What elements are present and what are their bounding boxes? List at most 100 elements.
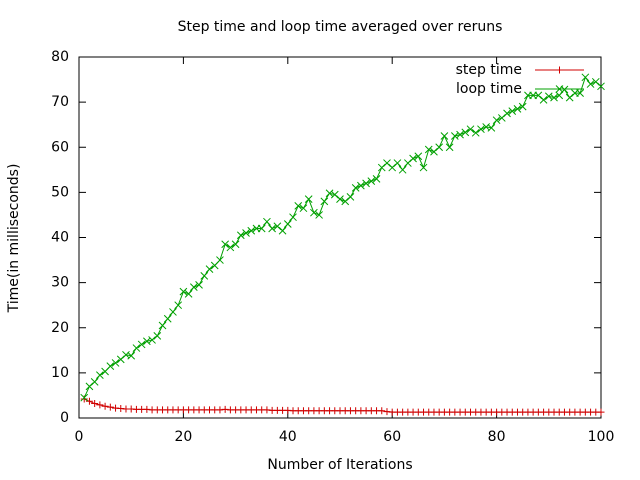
data-point xyxy=(320,197,329,206)
data-point xyxy=(315,211,323,219)
data-point xyxy=(544,92,553,101)
data-point xyxy=(247,226,256,235)
y-tick-label: 30 xyxy=(51,275,69,291)
data-point xyxy=(550,93,558,102)
data-point xyxy=(534,91,543,100)
data-point xyxy=(174,301,183,310)
data-point xyxy=(351,184,360,192)
x-tick-label: 60 xyxy=(383,429,401,445)
data-point xyxy=(90,378,99,386)
data-point xyxy=(341,197,350,206)
data-point xyxy=(184,290,193,298)
data-point xyxy=(377,163,386,172)
data-point xyxy=(195,281,203,289)
y-axis-label: Time(in milliseconds) xyxy=(6,164,22,314)
data-point xyxy=(231,240,240,249)
data-point xyxy=(419,163,428,172)
data-point xyxy=(205,265,214,273)
data-point xyxy=(565,93,574,102)
data-point xyxy=(278,226,287,235)
x-tick-label: 0 xyxy=(75,429,84,445)
data-point xyxy=(96,371,104,379)
data-point xyxy=(242,229,250,237)
data-point xyxy=(289,213,297,222)
y-tick-label: 60 xyxy=(51,139,69,155)
x-tick-label: 100 xyxy=(588,429,615,445)
data-point xyxy=(263,217,271,226)
data-point xyxy=(372,174,381,183)
data-point xyxy=(127,351,136,360)
data-point xyxy=(189,283,198,291)
x-axis-label: Number of Iterations xyxy=(267,457,412,473)
data-point xyxy=(497,114,506,122)
data-point xyxy=(299,204,308,213)
data-point xyxy=(310,208,318,217)
data-point xyxy=(80,393,89,402)
data-point xyxy=(367,177,376,185)
data-point xyxy=(304,195,313,203)
data-point xyxy=(116,355,125,364)
data-point xyxy=(226,243,235,252)
data-point xyxy=(221,240,230,249)
y-tick-label: 0 xyxy=(60,410,69,426)
data-point xyxy=(200,272,209,280)
chart-title: Step time and loop time averaged over re… xyxy=(178,19,503,35)
data-point xyxy=(581,73,590,82)
data-point xyxy=(597,82,605,91)
data-point xyxy=(445,143,454,152)
data-point xyxy=(330,190,339,199)
data-point xyxy=(393,159,402,167)
data-point xyxy=(440,132,449,140)
data-point xyxy=(336,195,344,203)
data-point xyxy=(158,321,167,330)
data-point xyxy=(179,287,188,296)
data-point xyxy=(456,130,464,139)
data-point xyxy=(294,202,303,210)
data-point xyxy=(518,102,527,111)
y-tick-label: 40 xyxy=(51,230,69,246)
x-tick-label: 40 xyxy=(279,429,297,445)
data-point xyxy=(216,256,224,264)
data-point xyxy=(137,340,146,349)
data-point xyxy=(492,116,501,125)
data-point xyxy=(346,193,355,201)
data-point xyxy=(466,125,475,134)
data-point xyxy=(409,154,417,163)
data-point xyxy=(388,163,397,172)
data-point xyxy=(487,123,496,132)
data-point xyxy=(143,337,151,346)
y-tick-label: 80 xyxy=(51,49,69,65)
data-point xyxy=(398,165,407,174)
data-point xyxy=(325,189,334,198)
data-point xyxy=(362,179,370,188)
data-point xyxy=(85,397,93,405)
data-point xyxy=(101,402,109,410)
data-point xyxy=(169,308,177,316)
data-point xyxy=(378,407,386,415)
data-point xyxy=(283,220,292,228)
data-point xyxy=(597,408,605,416)
data-point xyxy=(148,336,156,344)
data-point xyxy=(471,128,480,137)
legend-label: loop time xyxy=(456,81,522,97)
data-point xyxy=(477,125,485,134)
data-point xyxy=(461,128,470,137)
data-point xyxy=(268,224,276,233)
data-point xyxy=(257,224,266,233)
data-point xyxy=(414,152,423,161)
data-point xyxy=(508,107,517,116)
data-point xyxy=(236,231,245,240)
data-point xyxy=(111,359,120,367)
data-point xyxy=(273,222,282,231)
data-point xyxy=(424,145,433,154)
data-point xyxy=(106,403,114,411)
data-point xyxy=(163,314,172,323)
data-point xyxy=(96,401,104,409)
data-point xyxy=(430,147,438,156)
legend-label: step time xyxy=(456,62,522,78)
x-tick-label: 20 xyxy=(174,429,192,445)
y-tick-label: 70 xyxy=(51,94,69,110)
data-point xyxy=(404,159,412,167)
y-tick-label: 10 xyxy=(51,365,69,381)
